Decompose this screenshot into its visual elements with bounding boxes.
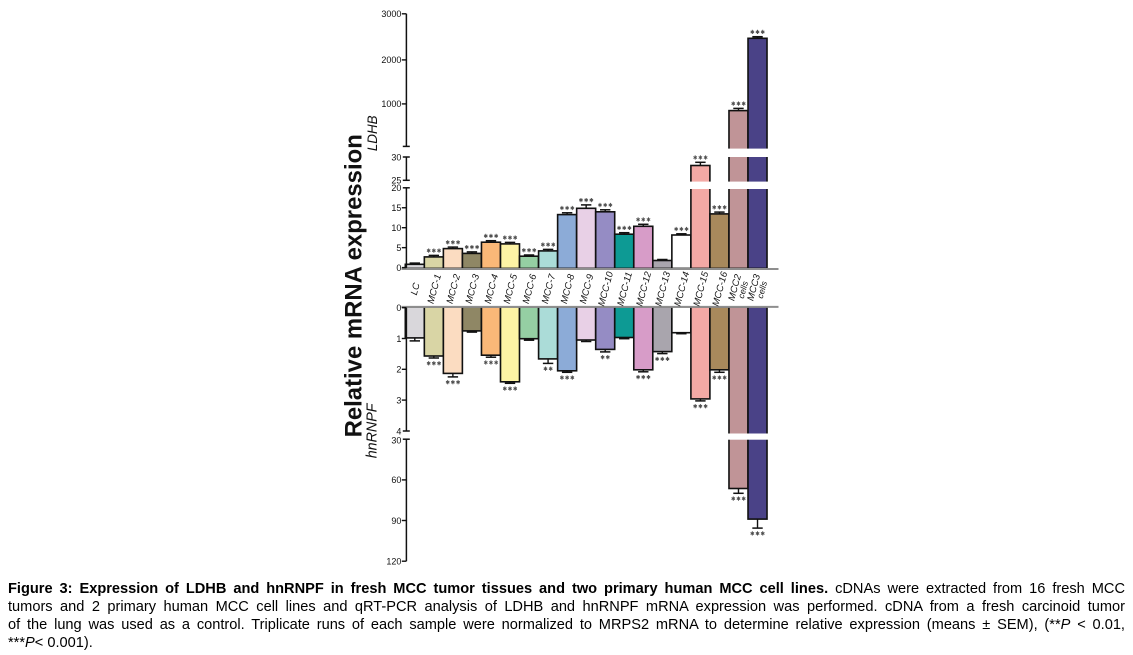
svg-text:cells: cells (736, 279, 750, 299)
svg-text:25: 25 (391, 176, 401, 186)
svg-text:MCC-7: MCC-7 (540, 272, 559, 305)
svg-text:5: 5 (396, 243, 401, 253)
svg-text:MCC-6: MCC-6 (521, 272, 540, 305)
svg-text:Relative mRNA expression: Relative mRNA expression (341, 134, 368, 437)
svg-text:MCC-8: MCC-8 (559, 272, 578, 305)
svg-text:0: 0 (396, 263, 401, 273)
svg-text:2000: 2000 (381, 55, 401, 65)
svg-text:120: 120 (386, 557, 401, 567)
svg-text:10: 10 (391, 223, 401, 233)
svg-text:60: 60 (391, 475, 401, 485)
svg-text:LC: LC (409, 282, 423, 297)
svg-text:MCC-12: MCC-12 (634, 270, 654, 308)
svg-text:MCC-13: MCC-13 (653, 270, 673, 308)
svg-text:MCC-9: MCC-9 (578, 272, 597, 305)
svg-text:3000: 3000 (381, 9, 401, 19)
svg-text:MCC-2: MCC-2 (445, 272, 464, 305)
svg-text:90: 90 (391, 516, 401, 526)
svg-text:MCC-4: MCC-4 (483, 273, 501, 305)
svg-text:hnRNPF: hnRNPF (365, 402, 381, 458)
svg-text:0: 0 (396, 303, 401, 313)
svg-text:30: 30 (391, 152, 401, 162)
svg-text:30: 30 (391, 435, 401, 445)
svg-text:1: 1 (396, 334, 401, 344)
svg-text:20: 20 (391, 183, 401, 193)
svg-text:MCC-10: MCC-10 (596, 270, 616, 308)
svg-text:LDHB: LDHB (365, 115, 380, 151)
svg-text:MCC-11: MCC-11 (615, 271, 635, 307)
svg-text:MCC-5: MCC-5 (502, 272, 521, 305)
svg-text:MCC-15: MCC-15 (691, 270, 711, 308)
svg-text:3: 3 (396, 395, 401, 405)
svg-text:MCC-1: MCC-1 (426, 273, 444, 305)
svg-text:4: 4 (396, 426, 401, 436)
svg-text:MCC-3: MCC-3 (464, 272, 483, 305)
svg-text:15: 15 (391, 203, 401, 213)
svg-text:MCC-16: MCC-16 (711, 270, 731, 308)
svg-text:cells: cells (755, 279, 769, 299)
svg-text:MCC-14: MCC-14 (672, 271, 692, 308)
svg-text:2: 2 (396, 365, 401, 375)
svg-text:1000: 1000 (381, 99, 401, 109)
